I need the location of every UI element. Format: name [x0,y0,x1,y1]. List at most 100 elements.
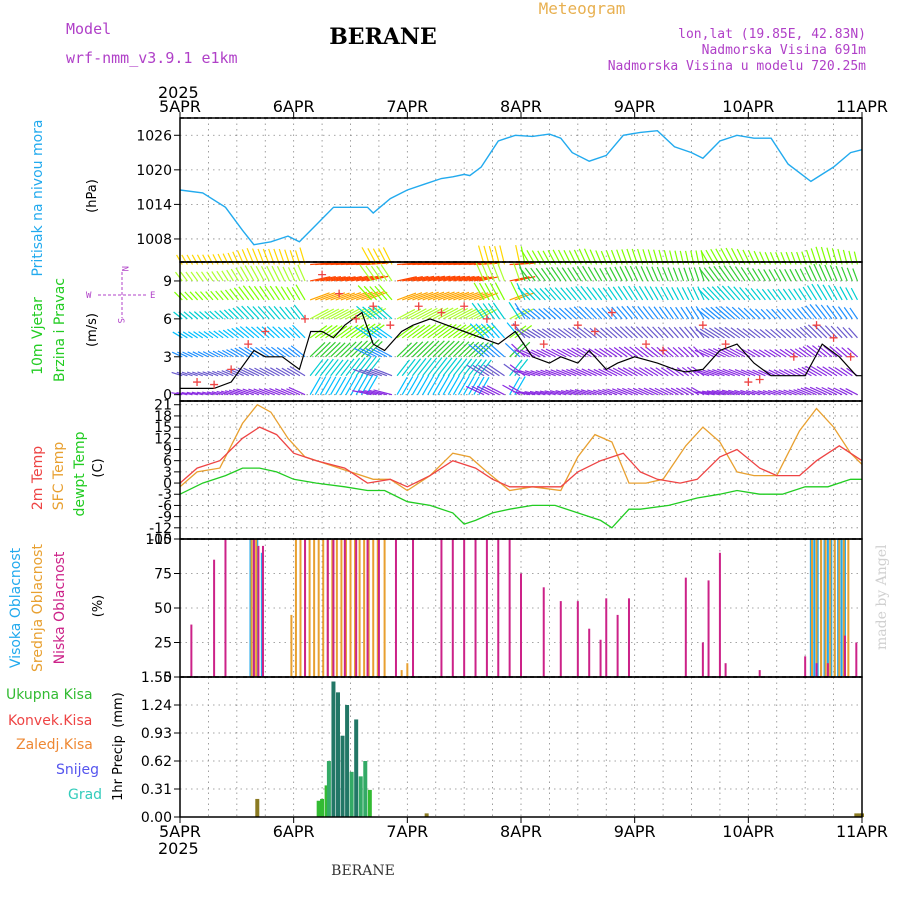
wind-vector [503,363,521,377]
wind-vector [808,265,818,282]
wind-vector [660,286,669,301]
wind-vector [836,326,848,339]
wind-vector [292,324,306,339]
cloud-bar [838,539,841,677]
cloud-bar [249,539,252,677]
cloud-bar [354,539,357,677]
cloud-bar [299,539,302,677]
wind-vector [694,370,710,377]
wind-vector [239,266,250,282]
wind-vector [290,345,306,358]
precip-legend-graupel: Grad [68,787,102,803]
wind-vector [538,308,551,320]
wind-vector [463,308,483,320]
ytick-label: 9 [163,442,172,458]
ytick-label: 3 [163,465,172,481]
wind-vector [711,286,725,301]
wind-vector [269,388,285,396]
wind-vector [377,305,393,320]
wind-vector [248,367,265,377]
wind-vector [345,275,368,282]
wind-vector [570,368,587,377]
cloud-bar [627,598,630,677]
wind-vector [212,370,224,377]
wind-vector [442,324,462,339]
wind-vector [236,388,255,396]
wind-vector [234,347,250,358]
wind-vector [514,376,526,395]
wind-vector [198,331,209,339]
wind-vector [692,286,700,301]
wind-vector [718,265,731,282]
wind-vector [427,307,449,320]
cloud-bar [830,539,833,677]
wind-vector [794,268,802,282]
ytick-label: -12 [149,521,172,537]
wind-vector [824,325,838,339]
wind-vector [820,304,833,320]
wind-vector [845,287,853,301]
wind-vector [280,286,291,301]
wind-vector [453,275,475,282]
wind-vector [406,324,426,339]
wind-vector [658,306,669,320]
wind-vector [570,286,582,301]
wind-vector [702,369,720,377]
wind-vector [216,270,224,282]
wind-vector [804,266,812,282]
xtick-label-bottom: 7APR [386,822,428,841]
wind-vector [483,364,500,377]
wind-vector [417,357,432,377]
year-bottom: 2025 [158,839,199,858]
wind-vector [188,311,199,320]
wind-vector [517,287,531,301]
xtick-label-bottom: 5APR [159,822,201,841]
cloud-bar [363,539,366,677]
wind-vector [567,267,577,282]
wind-vector [578,306,592,320]
wind-vector [649,367,664,377]
wind-vector [691,366,705,377]
wind-vector [609,326,623,339]
wind-vector [683,267,690,282]
wind-vector [756,288,766,301]
wind-vector [372,306,388,320]
wind-vector [740,266,751,282]
wind-vector [468,292,489,301]
wind-vector [314,324,333,339]
wind-vector [546,327,562,339]
wind-vector [244,346,260,358]
wind-vector [686,286,695,301]
wind-vector [720,306,736,320]
wind-vector [432,307,454,320]
wind-vector [520,328,536,339]
wind-vector [809,303,823,320]
wind-vector [806,344,823,358]
wind-vector [417,324,437,339]
xtick-label-top: 9APR [614,97,656,116]
wind-vector [580,389,597,396]
wind-vector [785,328,797,339]
wind-vector [245,326,260,339]
wind-vector [725,306,741,320]
wind-vector [556,348,572,358]
wind-vector [417,374,430,395]
wind-vector [544,390,561,396]
wind-vector [722,368,741,377]
wind-vector [789,268,797,282]
wind-vector [790,328,802,339]
wind-vector [519,267,531,282]
wind-vector [736,327,751,339]
wind-vector [340,358,355,377]
wind-vector [472,364,490,377]
wind-vector [764,349,776,358]
wind-vector [401,358,416,377]
wind-vector [473,282,485,301]
wind-vector [833,387,848,396]
wind-vector [713,265,725,282]
wind-gust-marker [539,340,548,349]
wind-vector [742,328,756,339]
wind-vector [703,267,715,282]
wind-vector [262,305,275,320]
wind-gust-marker [460,302,469,311]
